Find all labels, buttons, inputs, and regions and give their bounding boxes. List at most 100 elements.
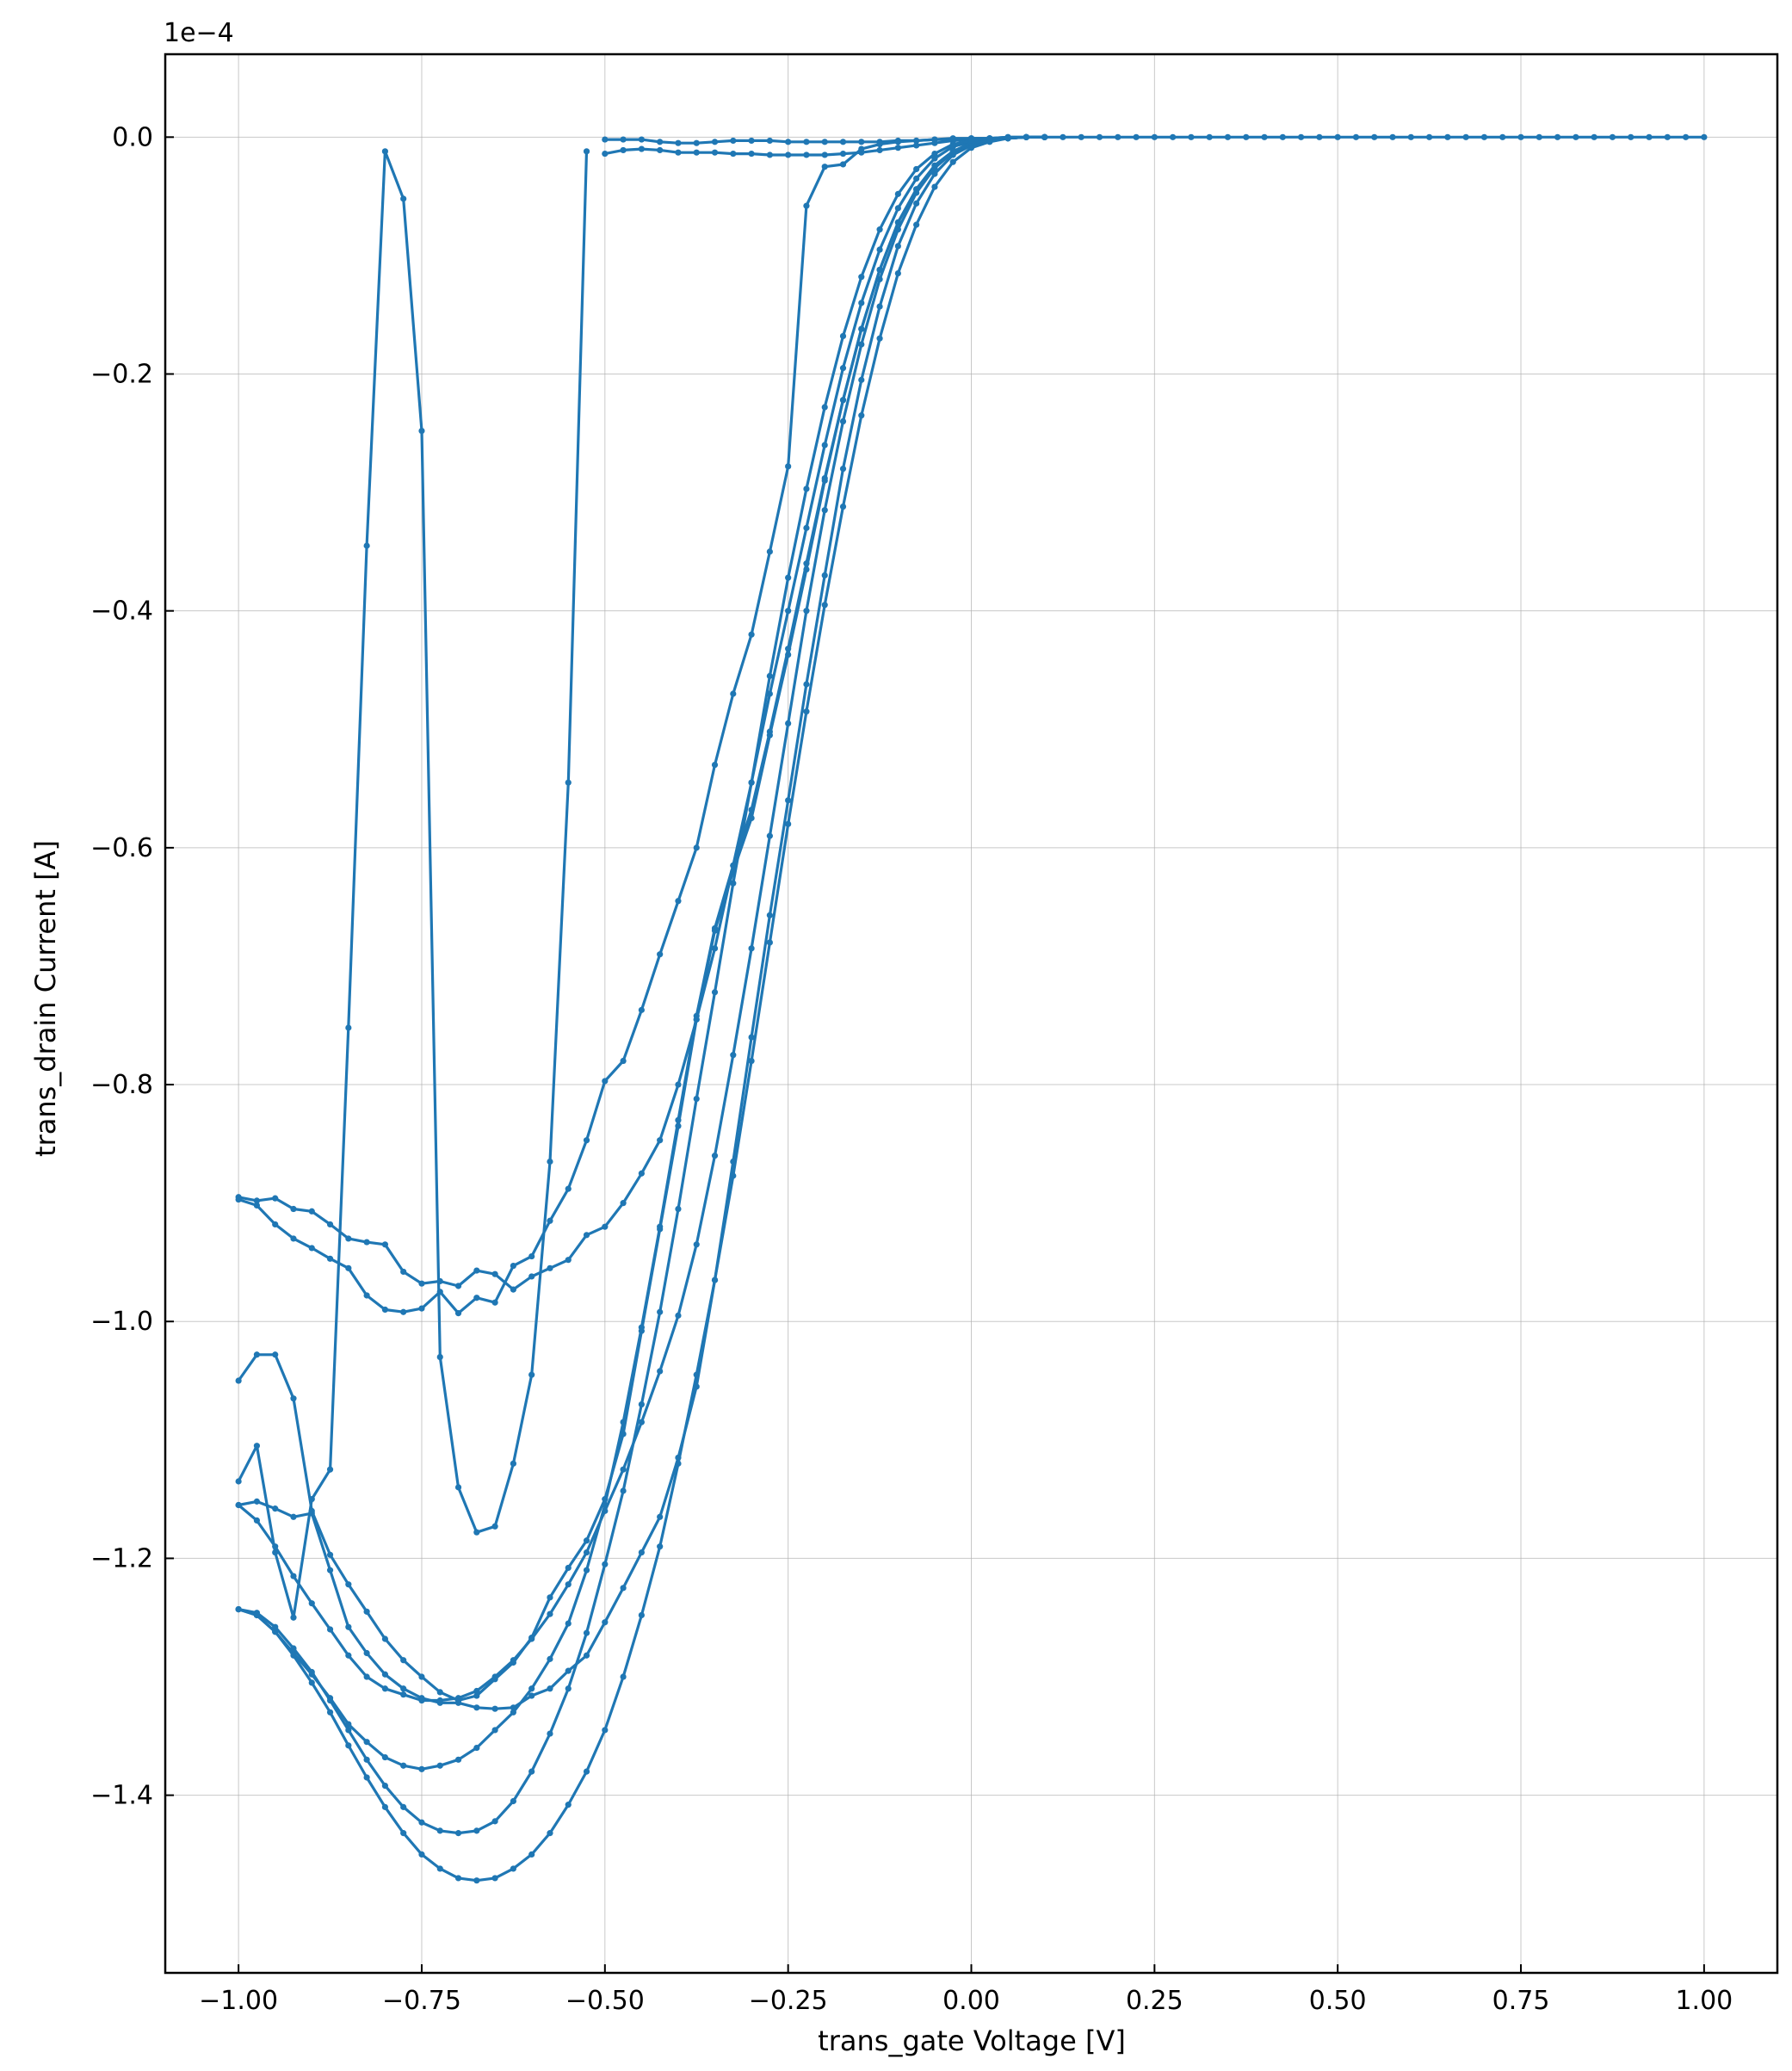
data-point (803, 139, 810, 145)
data-point (803, 524, 810, 531)
data-point (1316, 133, 1323, 140)
data-point (1628, 133, 1634, 140)
data-point (418, 1305, 425, 1312)
data-point (894, 190, 901, 197)
data-point (620, 1057, 627, 1065)
data-point (400, 195, 407, 202)
data-point (473, 1295, 480, 1301)
data-point (381, 1685, 389, 1692)
series-8 (235, 133, 1048, 1704)
series-2 (602, 136, 975, 158)
data-point (675, 139, 682, 146)
data-point (693, 1241, 700, 1248)
series-line (237, 150, 589, 1619)
data-point (785, 151, 792, 158)
data-point (839, 332, 847, 340)
data-point (638, 1419, 645, 1425)
x-tick-label: −0.75 (382, 1986, 461, 2016)
data-point (491, 1523, 498, 1530)
data-point (1060, 133, 1066, 140)
data-point (766, 939, 773, 946)
data-point (454, 1875, 462, 1882)
data-point (766, 548, 773, 555)
data-point (491, 1705, 498, 1712)
data-point (491, 1818, 498, 1825)
data-point (638, 1611, 645, 1619)
data-point (345, 1623, 352, 1630)
data-point (491, 1727, 498, 1734)
data-point (400, 1691, 407, 1698)
data-point (345, 1581, 352, 1588)
data-point (693, 844, 700, 851)
data-point (821, 404, 828, 411)
data-point (803, 708, 810, 715)
data-point (638, 1006, 645, 1013)
data-point (235, 1377, 242, 1384)
data-point (583, 1549, 590, 1556)
data-point (602, 1223, 609, 1230)
data-point (491, 1875, 498, 1882)
x-tick-label: −1.00 (199, 1986, 278, 2016)
data-point (1334, 133, 1341, 140)
data-point (436, 1353, 443, 1361)
data-point (528, 1851, 535, 1858)
data-point (913, 186, 920, 193)
data-point (748, 945, 755, 952)
data-point (711, 1277, 719, 1283)
x-tick-label: 0.75 (1492, 1986, 1550, 2016)
data-point (565, 1185, 572, 1192)
data-point (730, 1172, 737, 1179)
data-point (583, 1768, 590, 1775)
data-point (547, 1610, 553, 1617)
data-point (345, 1742, 352, 1749)
data-point (565, 1581, 572, 1588)
data-point (510, 1797, 516, 1805)
data-point (675, 1460, 682, 1467)
data-point (454, 1283, 462, 1289)
data-point (711, 945, 719, 952)
data-point (1573, 133, 1579, 140)
data-point (1664, 133, 1671, 140)
data-point (1462, 133, 1469, 140)
data-point (235, 1196, 242, 1203)
data-point (821, 602, 828, 609)
data-point (547, 1655, 553, 1662)
data-point (326, 1697, 334, 1704)
data-point (473, 1687, 480, 1695)
data-point (436, 1865, 443, 1872)
data-point (1023, 133, 1029, 140)
data-point (913, 200, 920, 207)
data-point (528, 1252, 535, 1260)
data-point (803, 151, 810, 158)
data-point (381, 1241, 389, 1248)
data-point (638, 1549, 645, 1556)
data-point (454, 1695, 462, 1702)
data-point (1261, 133, 1268, 140)
data-point (620, 1487, 627, 1494)
grid-lines (165, 54, 1777, 1973)
data-point (876, 335, 883, 342)
data-point (803, 681, 810, 688)
data-point (730, 1052, 737, 1059)
data-point (272, 1195, 279, 1202)
data-point (565, 1564, 572, 1572)
data-point (1701, 133, 1708, 140)
data-point (308, 1208, 315, 1215)
data-point (363, 1649, 370, 1657)
data-point (748, 631, 755, 638)
y-offset-label: 1e−4 (164, 18, 234, 48)
data-point (363, 1608, 370, 1615)
data-point (510, 1286, 516, 1293)
y-tick-label: −1.2 (90, 1543, 153, 1573)
data-point (253, 1498, 261, 1505)
data-point (473, 1827, 480, 1834)
data-point (345, 1264, 352, 1271)
data-point (326, 1709, 334, 1716)
data-point (949, 148, 956, 155)
data-point (1096, 133, 1103, 140)
data-point (381, 1635, 389, 1642)
data-point (528, 1685, 535, 1692)
data-point (473, 1877, 480, 1884)
data-point (1517, 133, 1524, 140)
data-point (583, 1629, 590, 1636)
